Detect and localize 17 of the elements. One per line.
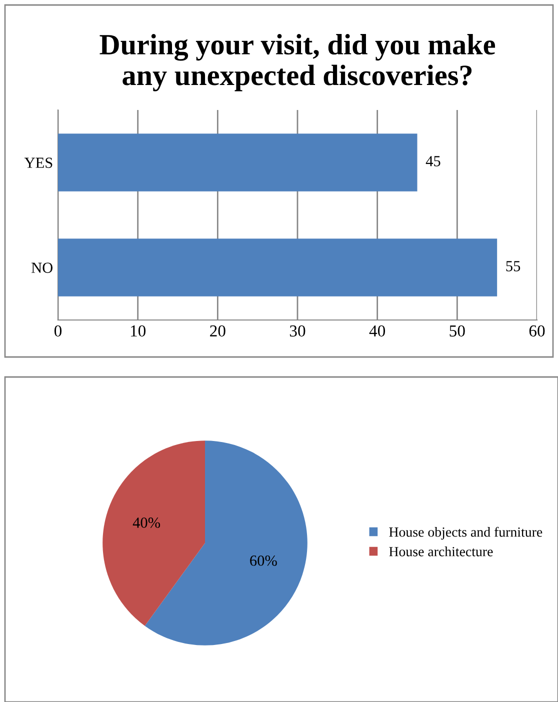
data-label: 55 <box>506 261 520 272</box>
chart-title: During your visit, did you make any unexpected discoveries? <box>100 34 496 92</box>
data-label: 60% <box>250 556 277 566</box>
x-tick-label: 30 <box>290 325 306 337</box>
x-tick-label: 50 <box>450 325 465 337</box>
y-tick-label: YES <box>24 158 52 168</box>
x-tick-label: 40 <box>369 325 386 337</box>
pie-slice <box>102 440 205 626</box>
x-tick-label: 10 <box>130 325 146 337</box>
legend-label: House objects and furniture <box>389 526 542 540</box>
x-tick-label: 60 <box>529 325 545 337</box>
data-label: 45 <box>426 156 440 166</box>
data-label: 40% <box>132 518 160 528</box>
x-tick-label: 0 <box>54 325 62 337</box>
legend-label: House architecture <box>389 546 493 556</box>
y-tick-label: NO <box>32 262 53 273</box>
x-tick-label: 20 <box>210 325 226 337</box>
